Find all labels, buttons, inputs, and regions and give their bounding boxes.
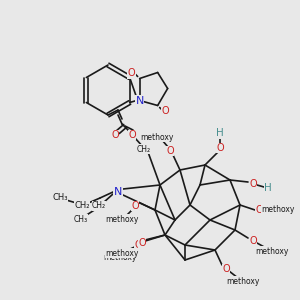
Text: N: N (136, 95, 144, 106)
Text: CH₂: CH₂ (137, 145, 151, 154)
Text: methoxy: methoxy (261, 206, 295, 214)
Text: O: O (111, 130, 119, 140)
Text: H: H (264, 183, 272, 193)
Text: O: O (131, 201, 139, 211)
Text: O: O (216, 143, 224, 153)
Text: methoxy: methoxy (103, 254, 137, 262)
Text: CH₂: CH₂ (74, 202, 90, 211)
Text: CH₃: CH₃ (74, 214, 88, 224)
Text: O: O (138, 238, 146, 248)
Text: methoxy: methoxy (255, 247, 289, 256)
Text: O: O (249, 179, 257, 189)
Text: O: O (128, 130, 136, 140)
Text: methoxy: methoxy (226, 277, 260, 286)
Text: methoxy: methoxy (105, 214, 139, 224)
Text: O: O (162, 106, 170, 116)
Text: methoxy: methoxy (105, 248, 139, 257)
Text: CH₃: CH₃ (52, 194, 68, 202)
Text: N: N (114, 187, 122, 197)
Text: O: O (166, 146, 174, 156)
Text: O: O (222, 264, 230, 274)
Text: H: H (216, 128, 224, 138)
Text: O: O (255, 205, 263, 215)
Text: O: O (249, 236, 257, 246)
Text: O: O (128, 68, 136, 79)
Text: CH₂: CH₂ (92, 202, 106, 211)
Text: O: O (134, 240, 142, 250)
Text: methoxy: methoxy (140, 133, 174, 142)
